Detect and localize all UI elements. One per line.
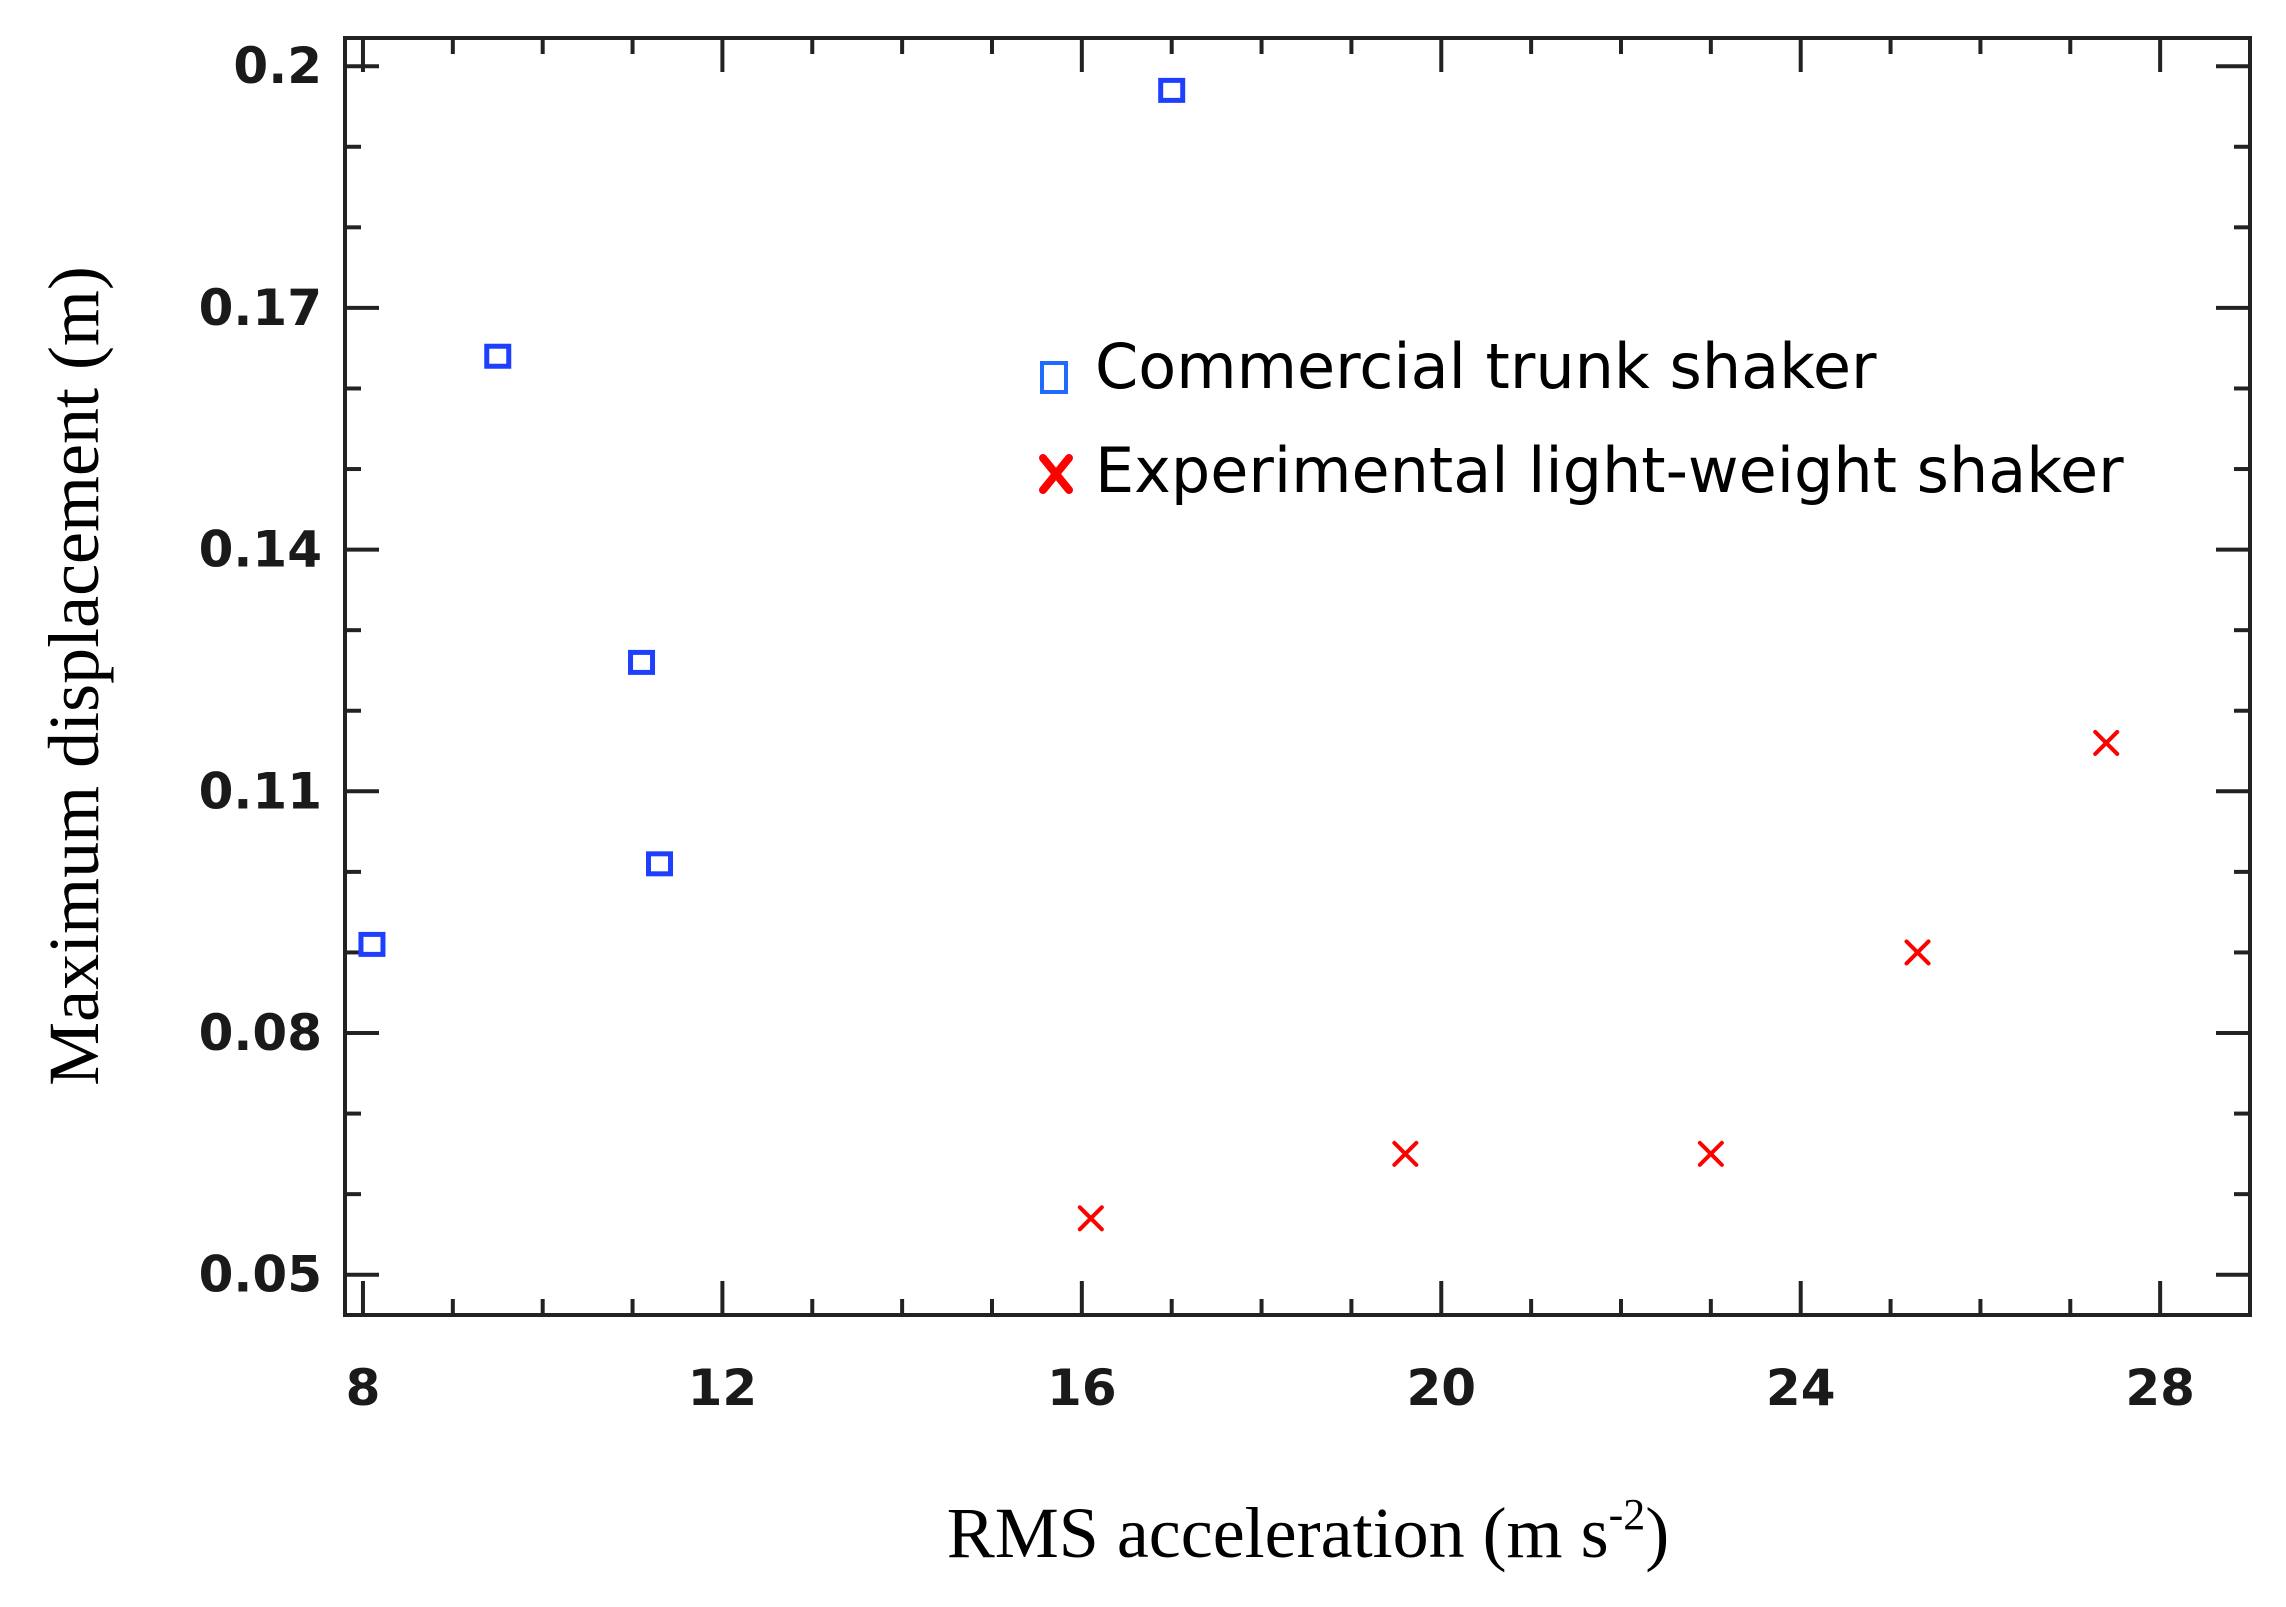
legend-square-marker [1040,361,1068,394]
data-points [358,77,2120,1232]
plot-frame [343,36,2252,1317]
y-tick-label: 0.11 [199,762,322,820]
x-tick-label: 8 [346,1359,381,1417]
x-tick-label: 16 [1047,1359,1117,1417]
x-tick-label: 20 [1406,1359,1476,1417]
axis-ticks [345,38,2250,1315]
y-axis-title: Maximum displacement (m) [34,266,114,1086]
y-tick-label: 0.05 [199,1246,322,1304]
legend-label-experimental: Experimental light-weight shaker [1095,434,2124,507]
y-tick-label: 0.14 [199,521,322,579]
point-commercial-trunk-shaker [628,649,656,675]
point-experimental-light-weight-shaker [2093,729,2120,756]
y-tick-label: 0.17 [199,279,322,337]
point-experimental-light-weight-shaker [1697,1140,1724,1167]
x-tick-label: 12 [688,1359,758,1417]
legend-x-marker [1039,454,1073,494]
legend-label-commercial: Commercial trunk shaker [1095,330,1877,403]
y-tick-label: 0.08 [199,1004,322,1062]
point-commercial-trunk-shaker [484,343,512,369]
tick-labels: 8 12 16 20 24 28 0.05 0.08 0.11 0.14 0.17 0.2 [199,37,2195,1417]
point-commercial-trunk-shaker [1158,77,1186,103]
point-commercial-trunk-shaker [646,851,674,877]
x-tick-label: 28 [2125,1359,2195,1417]
legend: Commercial trunk shaker Experimental lig… [1039,330,2124,507]
x-axis-title-main: RMS acceleration (m s [947,1493,1609,1573]
x-axis-title: RMS acceleration (m s-2) [947,1490,1669,1573]
x-axis-title-end: ) [1645,1493,1669,1573]
point-experimental-light-weight-shaker [1904,939,1931,966]
x-tick-label: 24 [1766,1359,1836,1417]
point-experimental-light-weight-shaker [1392,1140,1419,1167]
y-tick-label: 0.2 [233,37,322,95]
x-axis-title-sup: -2 [1609,1490,1646,1539]
point-experimental-light-weight-shaker [1077,1205,1104,1232]
point-commercial-trunk-shaker [358,931,386,957]
